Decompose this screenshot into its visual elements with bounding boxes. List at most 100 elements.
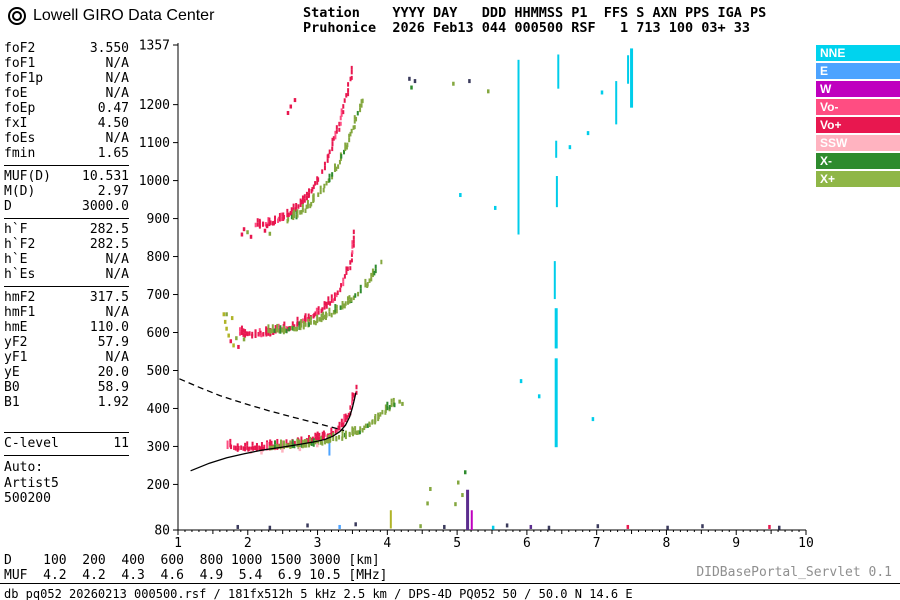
param-row-D: D 3000.0 — [4, 199, 129, 214]
svg-text:700: 700 — [147, 288, 170, 303]
param-value: N/A — [105, 252, 129, 267]
param-label: yE — [4, 365, 20, 380]
station-header-row: Station YYYY DAY DDD HHMMSS P1 FFS S AXN… — [303, 5, 767, 21]
svg-text:300: 300 — [147, 440, 170, 455]
param-label: B1 — [4, 395, 20, 410]
svg-text:6: 6 — [523, 536, 531, 550]
param-value: 110.0 — [89, 320, 129, 335]
param-label: foF2 — [4, 41, 36, 56]
param-row-hmF2: hmF2 317.5 — [4, 290, 129, 305]
param-row-h`F2: h`F2 282.5 — [4, 237, 129, 252]
svg-text:1100: 1100 — [139, 136, 170, 151]
param-label: hmF1 — [4, 305, 36, 320]
lowell-giro-logo-icon — [8, 7, 26, 25]
svg-text:1200: 1200 — [139, 98, 170, 113]
brand: Lowell GIRO Data Center — [8, 7, 214, 25]
param-label: foF1 — [4, 56, 36, 71]
param-label: fxI — [4, 116, 28, 131]
legend-item-W: W — [816, 81, 900, 97]
legend-item-NNE: NNE — [816, 45, 900, 61]
svg-text:5: 5 — [453, 536, 461, 550]
legend-item-SSW: SSW — [816, 135, 900, 151]
svg-text:9: 9 — [732, 536, 740, 550]
svg-text:600: 600 — [147, 326, 170, 341]
param-row-fmin: fmin 1.65 — [4, 146, 129, 161]
param-label: h`Es — [4, 267, 36, 282]
svg-text:1357: 1357 — [139, 39, 170, 54]
param-row-foE: foE N/A — [4, 86, 129, 101]
legend-item-Vo+: Vo+ — [816, 117, 900, 133]
param-divider — [4, 165, 129, 166]
ionogram-plot: 8020030040050060070080090010001100120013… — [139, 39, 814, 551]
param-row-M(D): M(D) 2.97 — [4, 184, 129, 199]
station-values-row: Pruhonice 2026 Feb13 044 000500 RSF 1 71… — [303, 20, 751, 36]
param-value: 282.5 — [89, 222, 129, 237]
param-value: 282.5 — [89, 237, 129, 252]
auto-line: 500200 — [4, 491, 51, 506]
param-value: 4.50 — [97, 116, 129, 131]
param-value: 57.9 — [97, 335, 129, 350]
parameter-panel: foF2 3.550 foF1 N/A foF1p N/A foE N/A foEp 0.47 fx… — [4, 41, 129, 507]
station-header: Station YYYY DAY DDD HHMMSS P1 FFS S AXN… — [303, 6, 766, 36]
param-row-foEp: foEp 0.47 — [4, 101, 129, 116]
svg-text:8: 8 — [663, 536, 671, 550]
status-bar: db pq052 20260213 000500.rsf / 181fx512h… — [0, 583, 900, 600]
param-label: foE — [4, 86, 28, 101]
param-label: hmF2 — [4, 290, 36, 305]
param-row-MUF(D): MUF(D) 10.531 — [4, 169, 129, 184]
legend-item-X+: X+ — [816, 171, 900, 187]
param-value: 0.47 — [97, 101, 129, 116]
param-row-hmE: hmE 110.0 — [4, 320, 129, 335]
param-label: foEp — [4, 101, 36, 116]
param-row-foF2: foF2 3.550 — [4, 41, 129, 56]
param-value: 11 — [113, 436, 129, 451]
param-divider — [4, 432, 129, 433]
param-row-fxI: fxI 4.50 — [4, 116, 129, 131]
svg-text:800: 800 — [147, 250, 170, 265]
param-row-h`E: h`E N/A — [4, 252, 129, 267]
svg-text:2: 2 — [244, 536, 252, 550]
legend: NNE E W Vo- Vo+ SSW X- X+ — [816, 45, 900, 189]
brand-title: Lowell GIRO Data Center — [33, 7, 215, 24]
param-value: 2.97 — [97, 184, 129, 199]
svg-text:10: 10 — [798, 536, 814, 550]
svg-text:3: 3 — [314, 536, 322, 550]
param-value: N/A — [105, 350, 129, 365]
auto-line: Auto: — [4, 460, 44, 475]
param-label: h`E — [4, 252, 28, 267]
svg-text:7: 7 — [593, 536, 601, 550]
param-value: 1.65 — [97, 146, 129, 161]
param-label: MUF(D) — [4, 169, 51, 184]
param-value: N/A — [105, 267, 129, 282]
param-value: N/A — [105, 71, 129, 86]
param-label: foEs — [4, 131, 36, 146]
svg-text:4: 4 — [383, 536, 391, 550]
legend-item-E: E — [816, 63, 900, 79]
param-label: h`F — [4, 222, 28, 237]
param-value: 10.531 — [82, 169, 129, 184]
svg-text:80: 80 — [154, 524, 170, 539]
param-label: D — [4, 199, 12, 214]
param-label: foF1p — [4, 71, 44, 86]
param-value: N/A — [105, 131, 129, 146]
legend-item-X-: X- — [816, 153, 900, 169]
param-divider — [4, 455, 129, 456]
param-value: 3.550 — [89, 41, 129, 56]
auto-block: Auto: Artist5 500200 — [4, 460, 129, 507]
param-divider — [4, 218, 129, 219]
param-row-hmF1: hmF1 N/A — [4, 305, 129, 320]
param-value: 3000.0 — [82, 199, 129, 214]
dmuf-table: D 100 200 400 600 800 1000 1500 3000 [km… — [4, 553, 388, 583]
svg-text:400: 400 — [147, 402, 170, 417]
param-row-yF1: yF1 N/A — [4, 350, 129, 365]
param-row-B0: B0 58.9 — [4, 380, 129, 395]
param-row-foF1p: foF1p N/A — [4, 71, 129, 86]
auto-line: Artist5 — [4, 475, 59, 491]
svg-text:1000: 1000 — [139, 174, 170, 189]
param-row-B1: B1 1.92 — [4, 395, 129, 410]
param-row-yF2: yF2 57.9 — [4, 335, 129, 350]
param-value: 58.9 — [97, 380, 129, 395]
param-label: C-level — [4, 436, 59, 451]
param-row-foEs: foEs N/A — [4, 131, 129, 146]
param-label: M(D) — [4, 184, 36, 199]
